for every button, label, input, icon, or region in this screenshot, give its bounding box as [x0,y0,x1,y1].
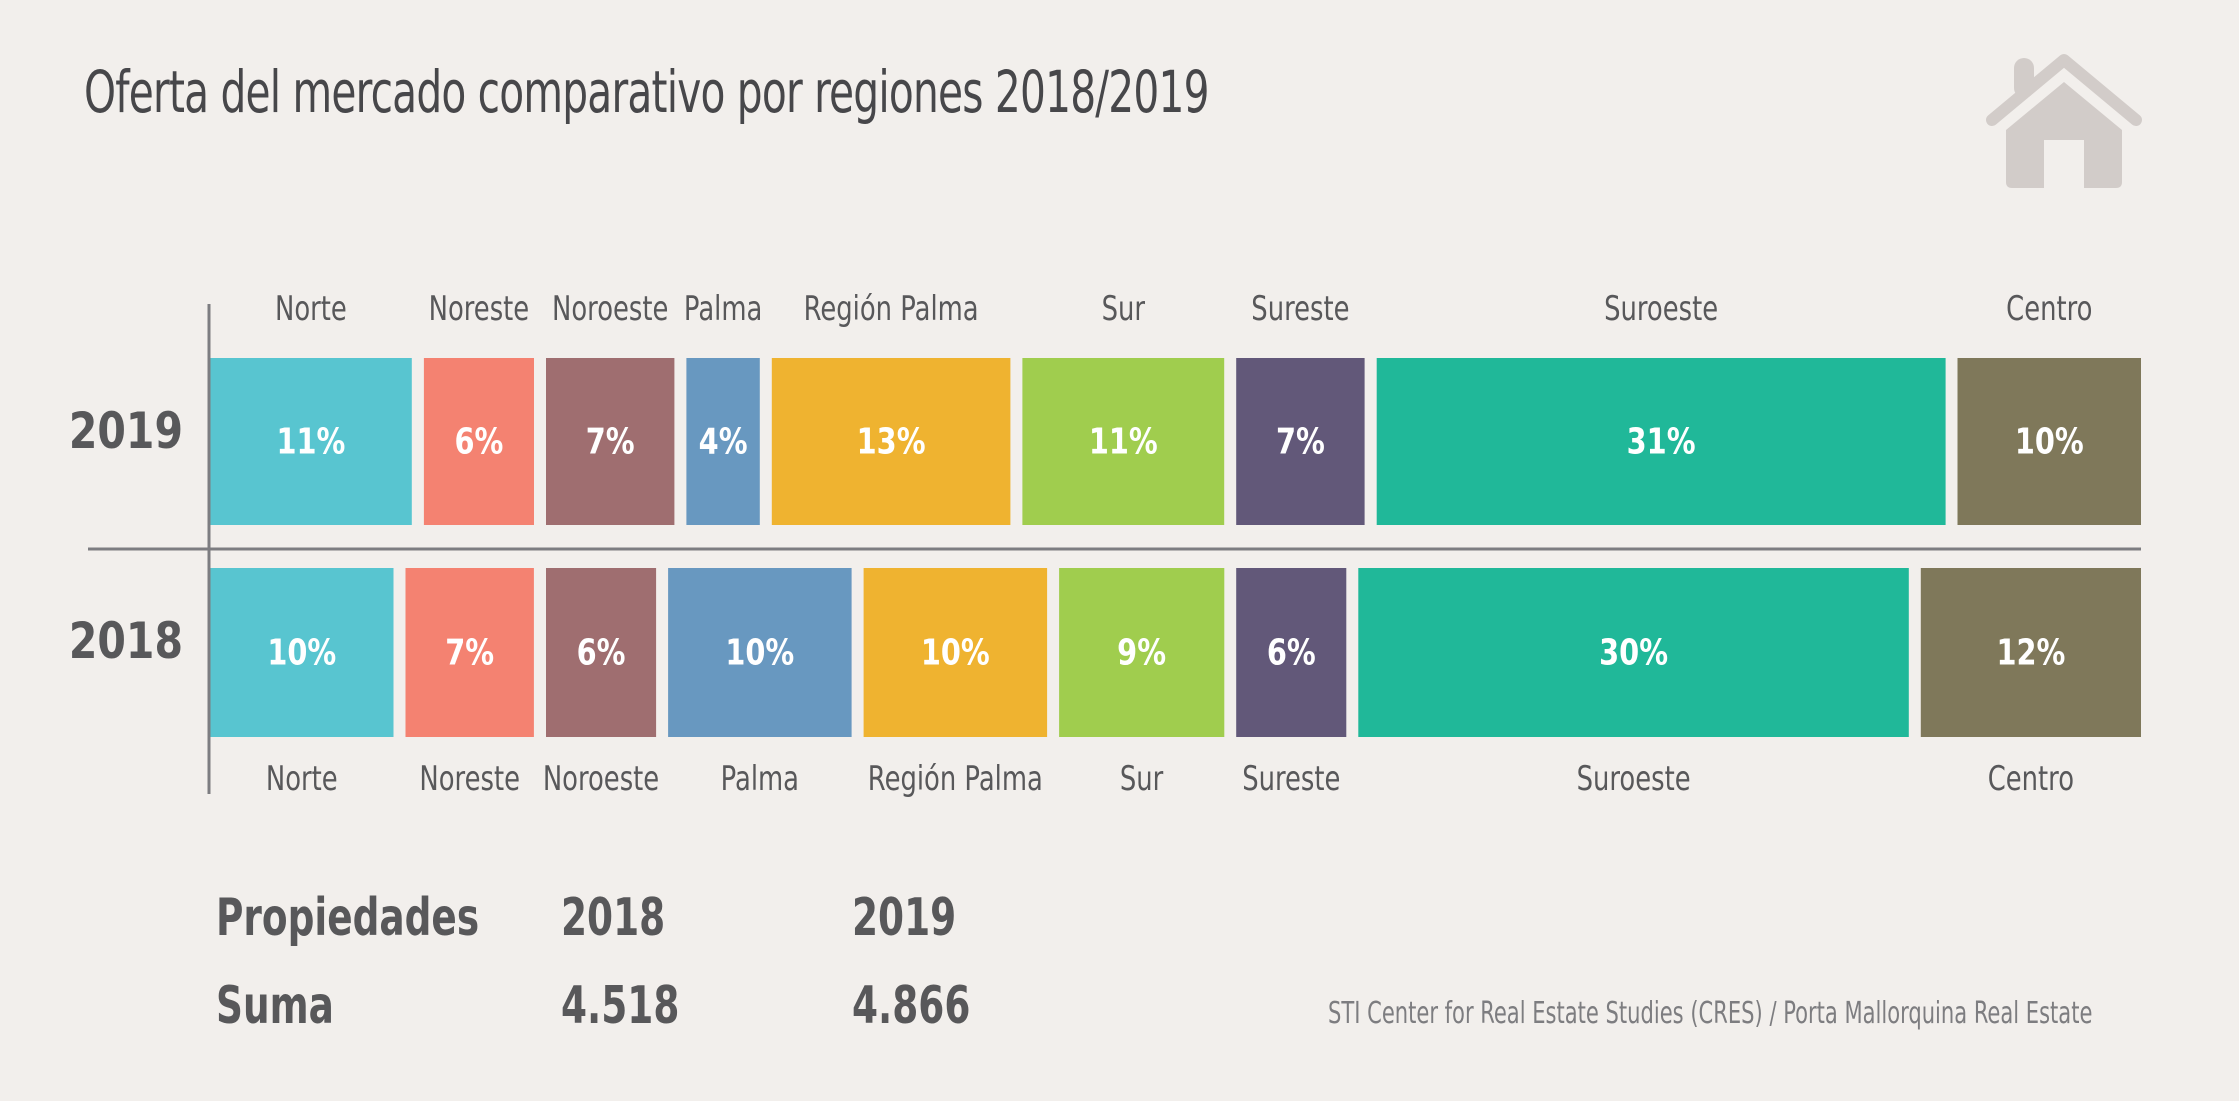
value-label-2018-palma: 10% [725,631,794,673]
category-label-2019-palma: Palma [684,290,762,329]
summary-header-2018: 2018 [561,888,666,948]
value-label-2018-sureste: 6% [1267,631,1316,673]
value-label-2018-suroeste: 30% [1599,631,1668,673]
category-label-2019-suroeste: Suroeste [1604,290,1718,329]
value-label-2018-region-palma: 10% [921,631,990,673]
category-label-2018-noreste: Noreste [419,760,520,799]
source-credit: STI Center for Real Estate Studies (CRES… [1328,996,2093,1031]
bar-2018-suroeste [1358,568,1909,737]
category-label-2018-sur: Sur [1120,760,1164,799]
value-label-2019-sureste: 7% [1276,420,1325,462]
bar-2019-noreste [423,358,534,525]
category-label-2019-sureste: Sureste [1251,290,1349,329]
bar-2019-sureste [1236,358,1365,525]
value-label-2018-noroeste: 6% [577,631,626,673]
category-label-2018-sureste: Sureste [1242,760,1340,799]
bar-2019-noroeste [546,358,675,525]
summary-value-2019: 4.866 [852,976,971,1036]
category-label-2018-suroeste: Suroeste [1577,760,1691,799]
bar-2018-sureste [1236,568,1347,737]
category-label-2019-region-palma: Región Palma [804,290,979,329]
category-label-2019-noreste: Noreste [429,290,530,329]
bar-2019-region-palma [771,358,1011,525]
year-label-2019: 2019 [69,402,183,460]
bar-2019-palma [686,358,760,525]
category-label-2019-noroeste: Noroeste [552,290,668,329]
category-label-2019-sur: Sur [1102,290,1146,329]
value-label-2019-palma: 4% [699,420,748,462]
bar-2018-noroeste [546,568,657,737]
value-label-2018-noreste: 7% [445,631,494,673]
bar-2019-sur [1022,358,1225,525]
home-icon [1986,54,2142,188]
value-label-2019-norte: 11% [276,420,345,462]
category-label-2019-norte: Norte [275,290,347,329]
value-label-2019-noroeste: 7% [586,420,635,462]
bar-2019-norte [210,358,412,525]
bar-2018-region-palma [863,568,1048,737]
summary-row-label: Suma [216,976,334,1036]
value-label-2019-noreste: 6% [454,420,503,462]
page-title: Oferta del mercado comparativo por regio… [84,58,1209,126]
value-label-2018-norte: 10% [267,631,336,673]
summary-value-2018: 4.518 [561,976,680,1036]
category-label-2018-palma: Palma [721,760,799,799]
value-label-2019-suroeste: 31% [1627,420,1696,462]
bar-2018-palma [668,568,852,737]
summary-header-label: Propiedades [216,888,480,948]
value-label-2019-region-palma: 13% [857,420,926,462]
summary-header-2019: 2019 [852,888,957,948]
category-label-2018-norte: Norte [266,760,338,799]
category-label-2018-noroeste: Noroeste [543,760,659,799]
bar-2018-sur [1059,568,1225,737]
bar-2019-suroeste [1376,358,1946,525]
value-label-2018-centro: 12% [1996,631,2065,673]
bar-2018-centro [1920,568,2141,737]
bar-2018-norte [210,568,394,737]
year-label-2018: 2018 [69,612,183,670]
value-label-2019-sur: 11% [1089,420,1158,462]
category-label-2019-centro: Centro [2006,290,2092,329]
value-label-2018-sur: 9% [1117,631,1166,673]
category-label-2018-region-palma: Región Palma [868,760,1043,799]
bar-2019-centro [1957,358,2141,525]
bar-2018-noreste [405,568,534,737]
category-label-2018-centro: Centro [1988,760,2074,799]
value-label-2019-centro: 10% [2015,420,2084,462]
